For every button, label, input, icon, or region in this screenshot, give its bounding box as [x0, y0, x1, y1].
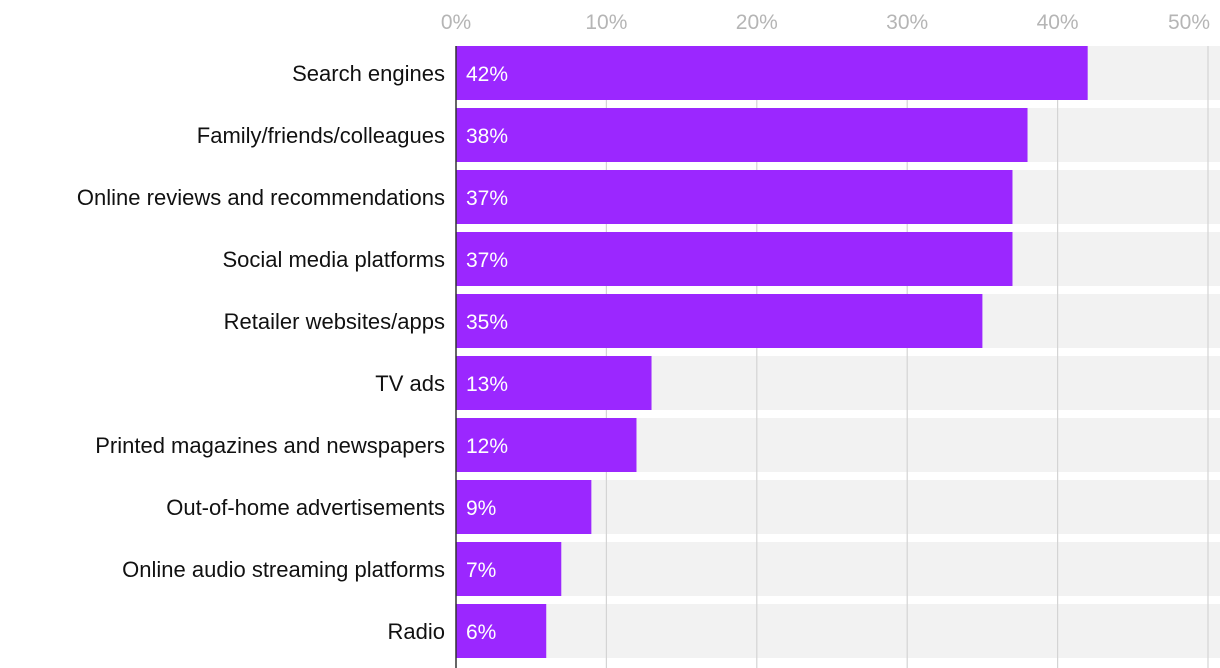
x-tick-label: 0%	[441, 11, 471, 34]
bar	[456, 418, 637, 472]
value-label: 42%	[466, 63, 508, 86]
bars	[456, 46, 1088, 658]
value-label: 7%	[466, 559, 496, 582]
value-labels: 42% 38% 37% 37% 35% 13% 12% 9% 7% 6%	[466, 63, 508, 644]
value-label: 37%	[466, 249, 508, 272]
row-background	[456, 542, 1220, 596]
value-label: 35%	[466, 311, 508, 334]
category-label: TV ads	[375, 371, 445, 396]
category-labels: Search engines Family/friends/colleagues O…	[77, 61, 445, 644]
x-tick-label: 40%	[1037, 11, 1079, 34]
value-label: 12%	[466, 435, 508, 458]
bar	[456, 170, 1013, 224]
value-label: 13%	[466, 373, 508, 396]
bar	[456, 108, 1028, 162]
category-label: Retailer websites/apps	[224, 309, 445, 334]
bar	[456, 294, 983, 348]
x-tick-labels: 0% 10% 20% 30% 40% 50%	[441, 11, 1210, 34]
value-label: 9%	[466, 497, 496, 520]
category-label: Radio	[388, 619, 445, 644]
category-label: Search engines	[292, 61, 445, 86]
category-label: Online reviews and recommendations	[77, 185, 445, 210]
bar	[456, 356, 652, 410]
value-label: 37%	[466, 187, 508, 210]
value-label: 6%	[466, 621, 496, 644]
bar	[456, 542, 562, 596]
category-label: Out-of-home advertisements	[166, 495, 445, 520]
bar	[456, 604, 547, 658]
x-tick-label: 30%	[886, 11, 928, 34]
x-tick-label: 50%	[1168, 11, 1210, 34]
category-label: Family/friends/colleagues	[197, 123, 445, 148]
value-label: 38%	[466, 125, 508, 148]
row-background	[456, 604, 1220, 658]
bar	[456, 46, 1088, 100]
x-tick-label: 10%	[585, 11, 627, 34]
bar	[456, 480, 592, 534]
category-label: Social media platforms	[222, 247, 445, 272]
x-tick-label: 20%	[736, 11, 778, 34]
bar	[456, 232, 1013, 286]
category-label: Online audio streaming platforms	[122, 557, 445, 582]
category-label: Printed magazines and newspapers	[95, 433, 445, 458]
